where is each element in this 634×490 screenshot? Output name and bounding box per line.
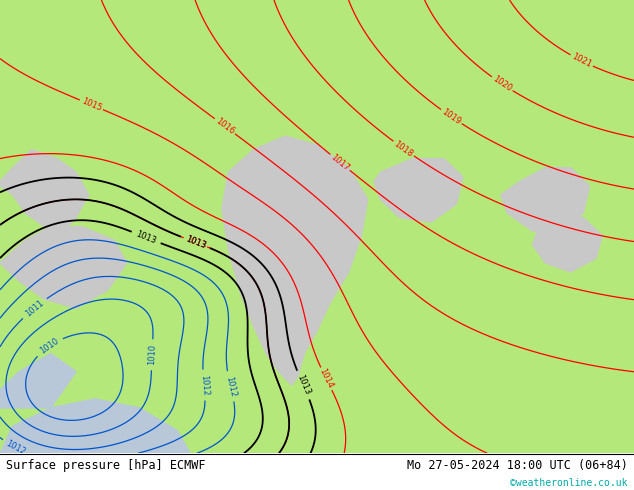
Text: 1014: 1014 bbox=[318, 368, 335, 390]
Text: ©weatheronline.co.uk: ©weatheronline.co.uk bbox=[510, 478, 628, 489]
Text: 1015: 1015 bbox=[80, 97, 103, 113]
Text: 1013: 1013 bbox=[134, 229, 158, 245]
Text: 1013: 1013 bbox=[184, 234, 207, 250]
Text: 1010: 1010 bbox=[38, 337, 60, 356]
Text: Surface pressure [hPa] ECMWF: Surface pressure [hPa] ECMWF bbox=[6, 459, 206, 471]
Text: 1019: 1019 bbox=[440, 107, 462, 126]
Polygon shape bbox=[0, 226, 127, 308]
Text: 1012: 1012 bbox=[198, 374, 209, 396]
Polygon shape bbox=[0, 354, 76, 408]
Polygon shape bbox=[501, 168, 590, 231]
Text: 1016: 1016 bbox=[214, 116, 236, 136]
Text: 1021: 1021 bbox=[570, 52, 593, 70]
Polygon shape bbox=[533, 213, 602, 272]
Polygon shape bbox=[222, 136, 368, 385]
Text: 1013: 1013 bbox=[295, 373, 312, 396]
Text: 1020: 1020 bbox=[491, 74, 514, 94]
Text: 1018: 1018 bbox=[392, 139, 415, 158]
Text: 1010: 1010 bbox=[147, 344, 157, 366]
Text: 1017: 1017 bbox=[329, 152, 351, 172]
Polygon shape bbox=[0, 149, 89, 231]
Text: 1013: 1013 bbox=[184, 234, 207, 250]
Text: 1012: 1012 bbox=[224, 375, 237, 397]
Text: Mo 27-05-2024 18:00 UTC (06+84): Mo 27-05-2024 18:00 UTC (06+84) bbox=[407, 459, 628, 471]
Polygon shape bbox=[374, 159, 463, 222]
Text: 1012: 1012 bbox=[4, 439, 27, 457]
Text: 1011: 1011 bbox=[23, 298, 46, 318]
Polygon shape bbox=[0, 399, 190, 453]
